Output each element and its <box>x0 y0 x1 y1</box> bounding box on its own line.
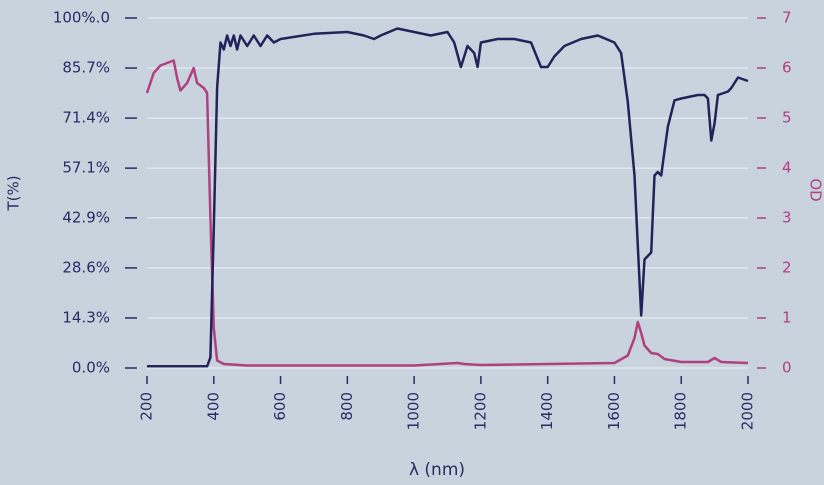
y-tick-label: 85.7% <box>62 59 110 77</box>
y-tick-label: 57.1% <box>62 159 110 177</box>
y-tick-label: 14.3% <box>62 308 110 326</box>
x-tick-label: 2000 <box>739 392 757 430</box>
y2-tick-label: 0 <box>782 359 792 377</box>
y-tick-label: 100%.0 <box>53 9 110 27</box>
y-tick-label: 71.4% <box>62 109 110 127</box>
y2-tick-label: 2 <box>782 259 792 277</box>
x-tick-label: 800 <box>338 392 356 421</box>
y2-axis-label: OD <box>807 178 824 201</box>
x-tick-label: 1200 <box>471 392 489 430</box>
x-tick-label: 400 <box>204 392 222 421</box>
y2-tick-label: 7 <box>782 9 792 27</box>
y2-tick-label: 1 <box>782 309 792 327</box>
y-axis-label: T(%) <box>5 175 23 211</box>
y2-tick-label: 6 <box>782 59 792 77</box>
x-tick-label: 200 <box>138 392 156 421</box>
y-tick-label: 0.0% <box>72 359 110 377</box>
series-line <box>145 59 749 367</box>
x-tick-label: 1000 <box>405 392 423 430</box>
x-axis-label: λ (nm) <box>409 460 465 480</box>
x-tick-label: 1800 <box>672 392 690 430</box>
y2-tick-label: 3 <box>782 209 792 227</box>
series-line <box>147 27 749 368</box>
x-tick-label: 1600 <box>605 392 623 430</box>
x-tick-label: 1400 <box>538 392 556 430</box>
x-tick-label: 600 <box>271 392 289 421</box>
y-tick-label: 42.9% <box>62 208 110 226</box>
y-tick-label: 28.6% <box>62 258 110 276</box>
y2-tick-label: 4 <box>782 159 792 177</box>
y2-tick-label: 5 <box>782 109 792 127</box>
